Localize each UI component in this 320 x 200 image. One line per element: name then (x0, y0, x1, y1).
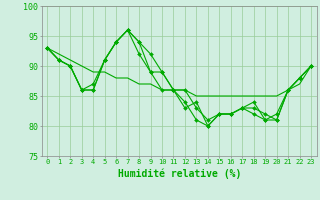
X-axis label: Humidité relative (%): Humidité relative (%) (117, 168, 241, 179)
